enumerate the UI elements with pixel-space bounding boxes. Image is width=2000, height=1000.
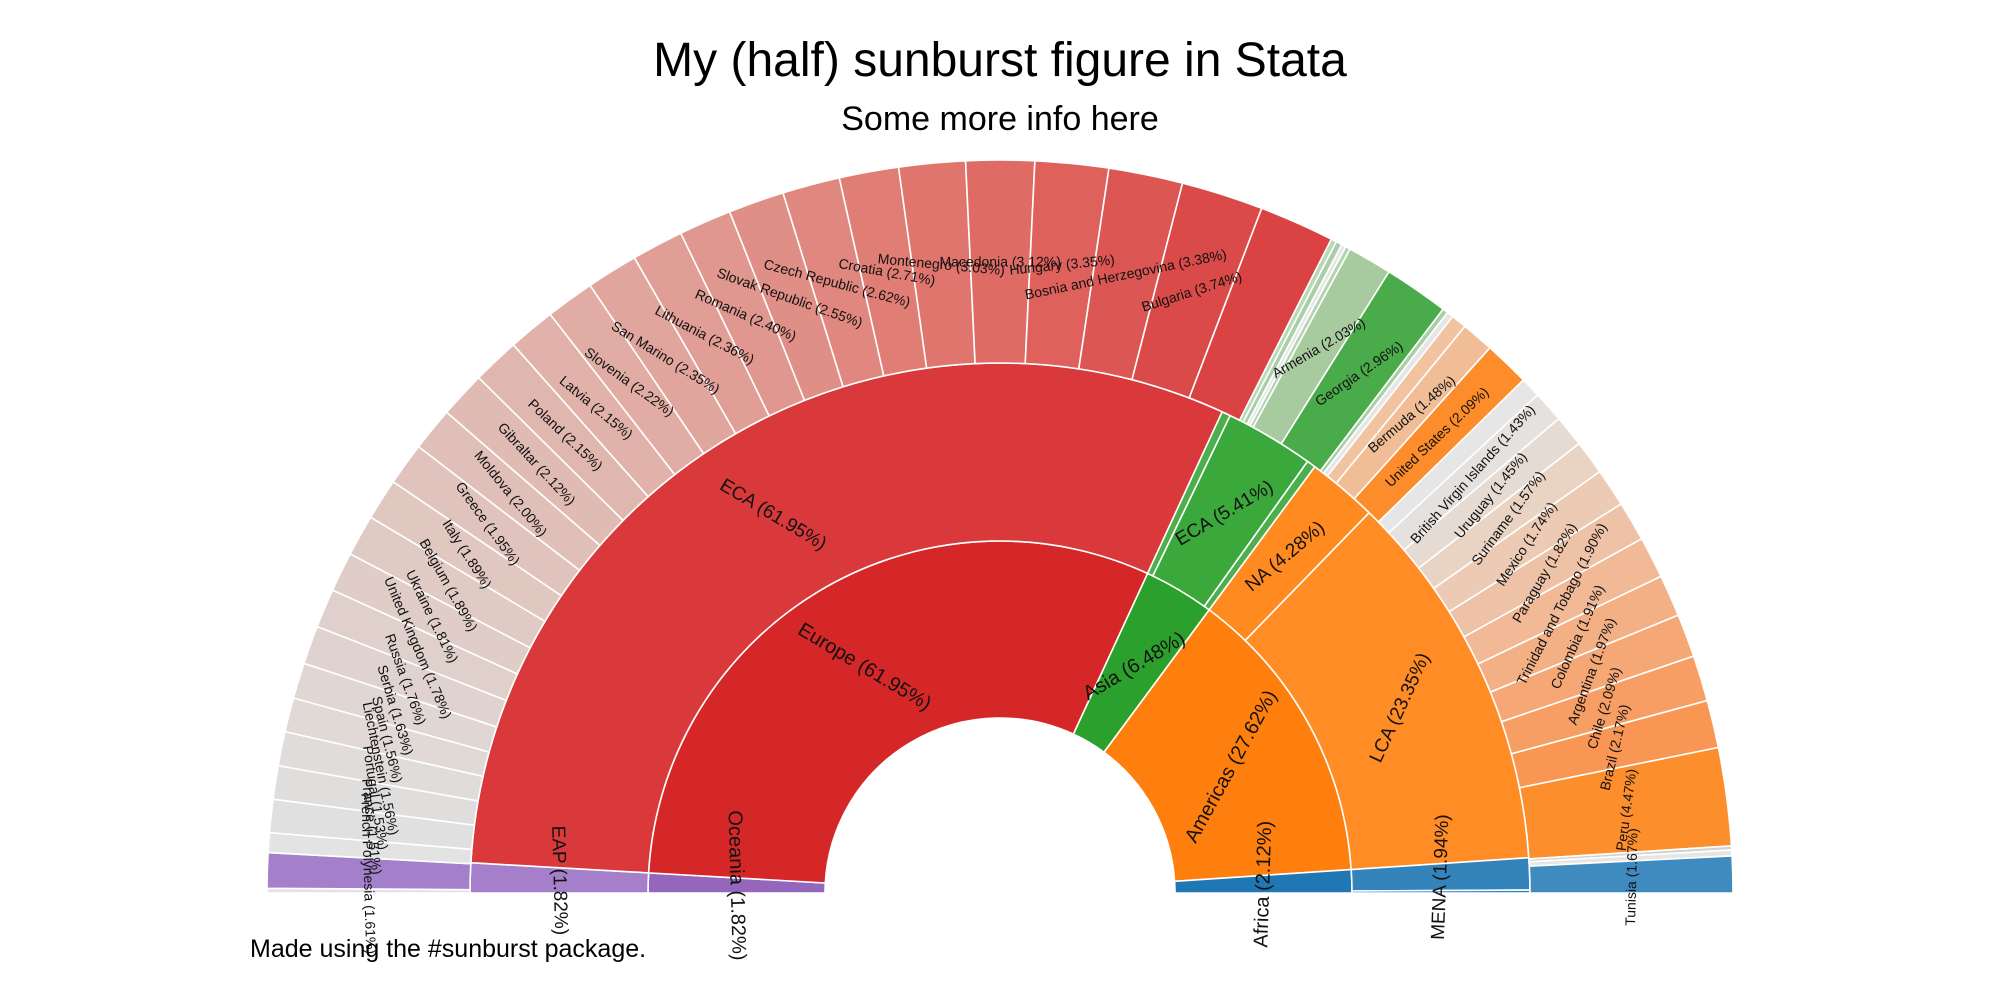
chart-note: Made using the #sunburst package. xyxy=(250,935,647,963)
outer-segment-label: French Polynesia (1.61%) xyxy=(358,793,379,954)
middle-segment-label: EAP (1.82%) xyxy=(547,825,571,935)
inner-segment-label: Oceania (1.82%) xyxy=(723,810,749,961)
inner-segment-label: Africa (2.12%) xyxy=(1250,821,1276,948)
chart-title: My (half) sunburst figure in Stata xyxy=(653,34,1347,87)
chart-subtitle: Some more info here xyxy=(841,100,1159,138)
sunburst-rings xyxy=(266,159,1734,894)
outer-segment-label: Tunisia (1.67%) xyxy=(1622,828,1640,926)
outer-segment-label: Macedonia (3.12%) xyxy=(939,253,1060,269)
middle-segment-label: MENA (1.94%) xyxy=(1428,814,1454,940)
outer-segment xyxy=(1528,855,1734,894)
